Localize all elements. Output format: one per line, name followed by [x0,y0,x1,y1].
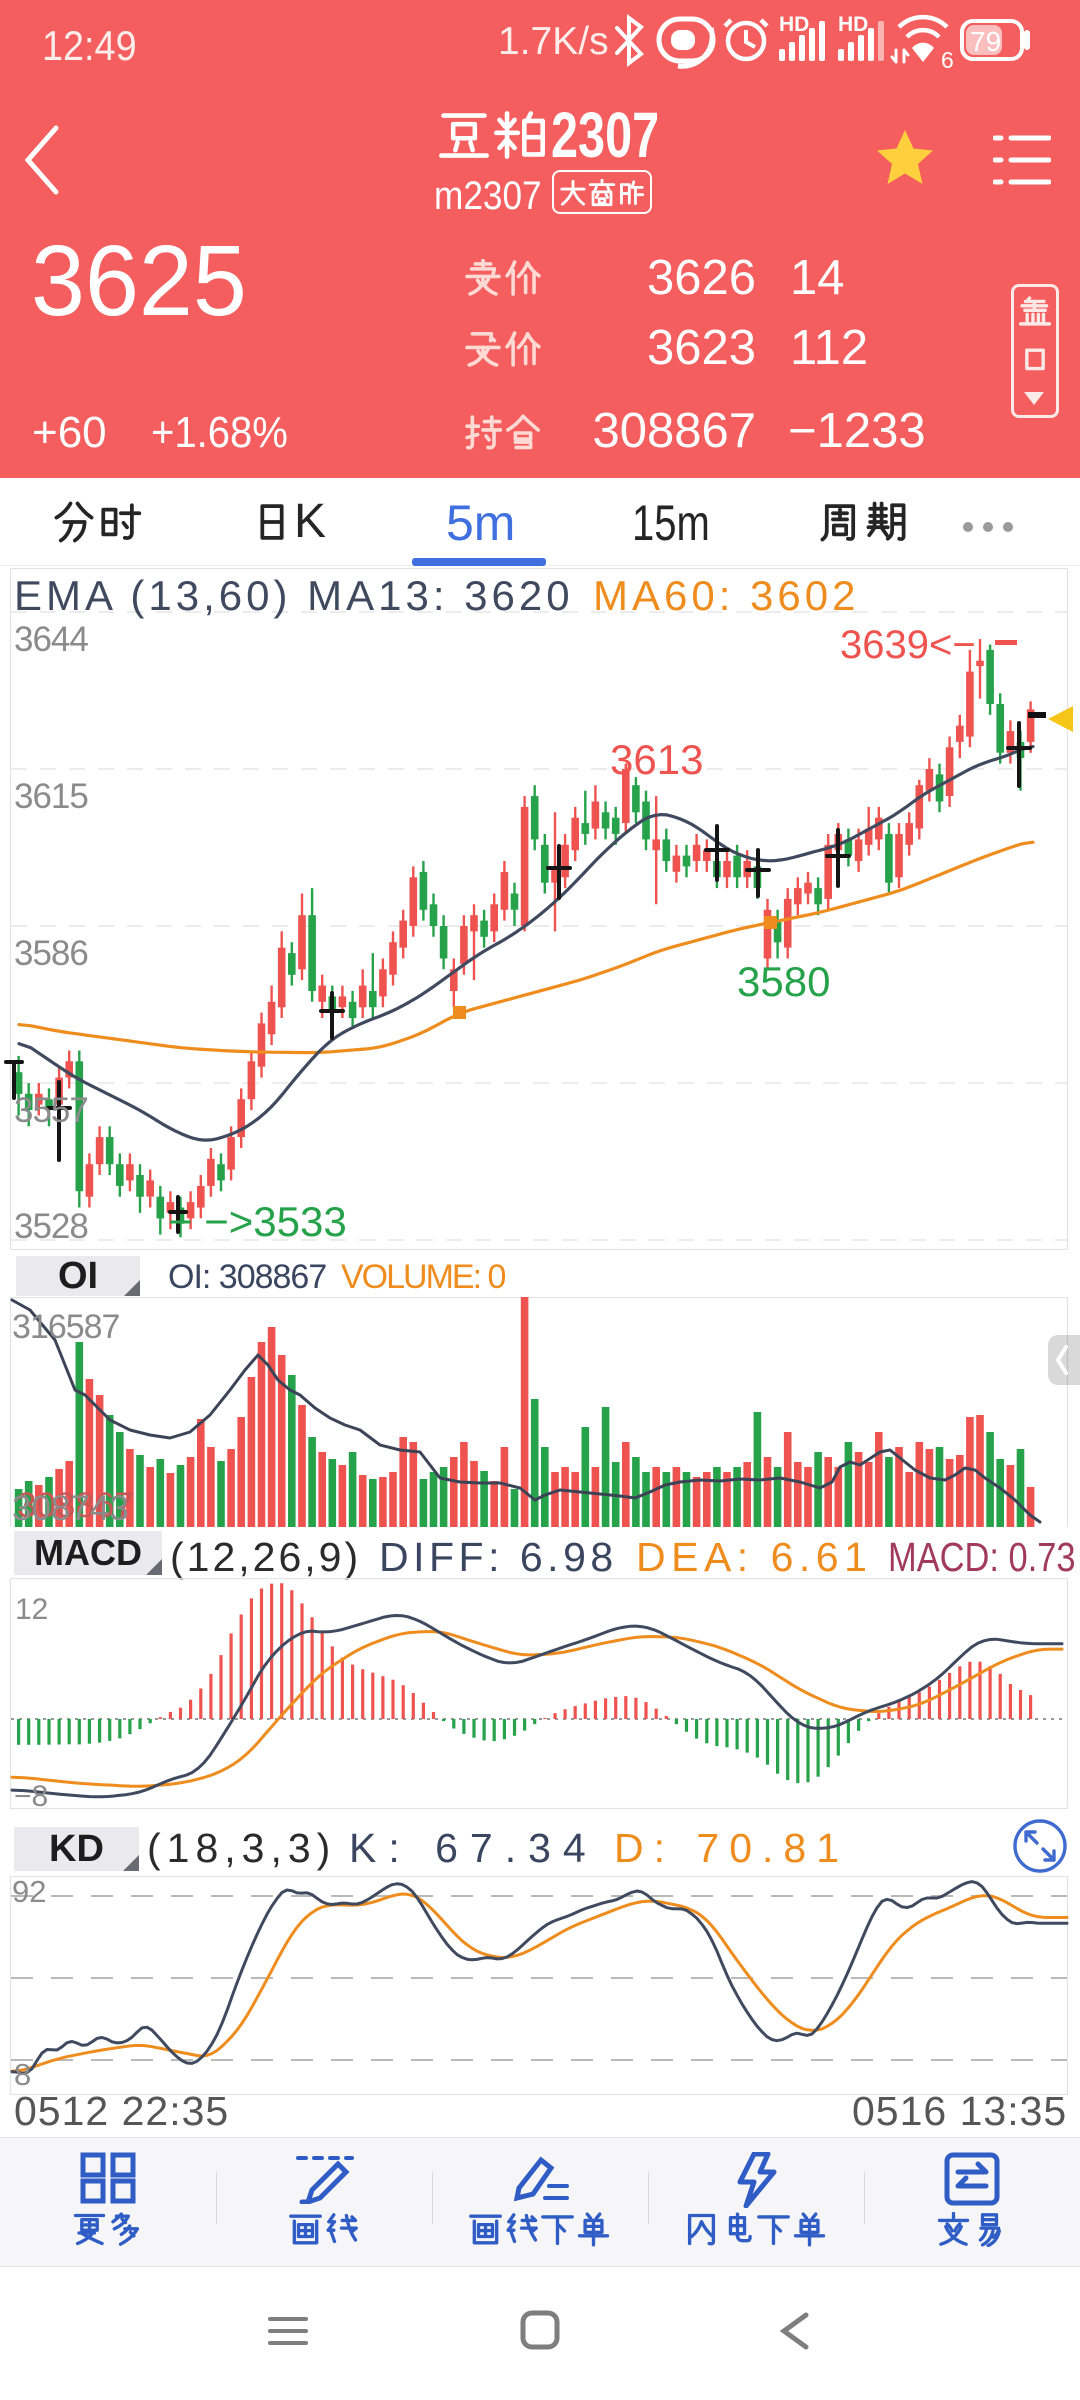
svg-text:−8: −8 [14,1780,48,1810]
svg-text:3586: 3586 [14,934,88,973]
svg-text:3644: 3644 [14,620,88,659]
svg-text:3580: 3580 [737,958,830,1005]
svg-text:316587: 316587 [12,1308,120,1346]
svg-text:308867: 308867 [17,1486,134,1525]
svg-text:92: 92 [12,1876,46,1909]
svg-text:8: 8 [14,2057,31,2092]
svg-text:308743: 308743 [12,1489,129,1528]
svg-text:HD: HD [838,13,868,36]
svg-text:− −>3533: − −>3533 [168,1198,347,1245]
svg-text:3557: 3557 [14,1091,88,1130]
svg-text:3613: 3613 [610,736,703,783]
svg-text:MA60: 3602: MA60: 3602 [593,572,860,619]
svg-text:6: 6 [941,47,954,73]
svg-text:3615: 3615 [14,777,88,816]
svg-text:HD: HD [779,13,809,36]
svg-text:EMA (13,60) MA13: 3620: EMA (13,60) MA13: 3620 [14,572,574,619]
svg-text:3639<−: 3639<− [840,623,976,667]
svg-text:12: 12 [15,1593,48,1626]
svg-text:1.7K/s: 1.7K/s [498,20,609,63]
svg-text:79: 79 [970,26,1001,57]
svg-text:3528: 3528 [14,1207,88,1246]
